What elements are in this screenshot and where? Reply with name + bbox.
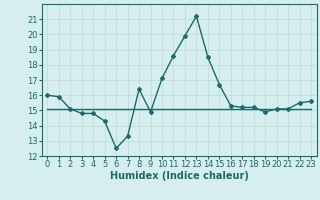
- X-axis label: Humidex (Indice chaleur): Humidex (Indice chaleur): [110, 171, 249, 181]
